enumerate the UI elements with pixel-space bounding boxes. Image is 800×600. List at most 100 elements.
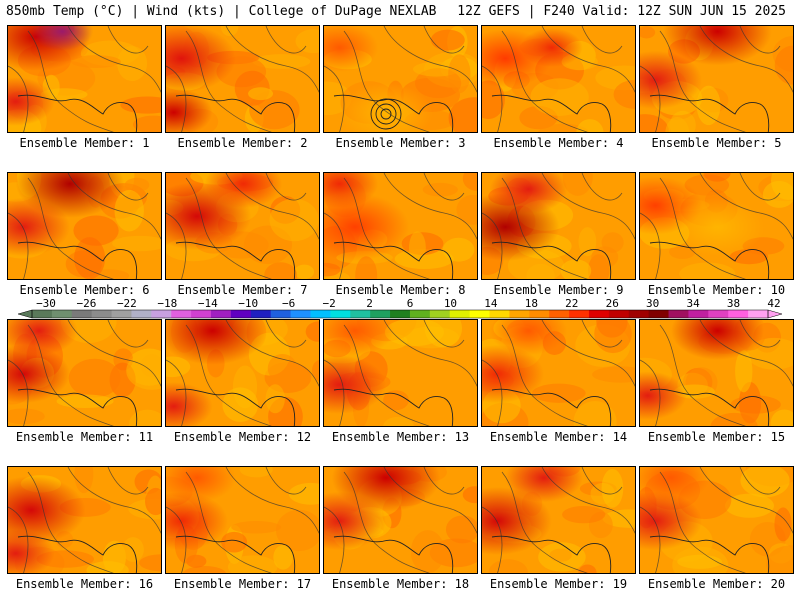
height-contour [324,359,345,426]
coastline [175,241,296,279]
coastline [649,535,770,573]
temperature-blotch [267,353,298,383]
height-contour [482,359,503,426]
ensemble-member-map [7,319,162,427]
temperature-blotch [738,382,762,424]
colorbar-tick-label: −14 [198,297,218,310]
warm-anomaly [520,28,583,68]
warm-anomaly [8,529,55,573]
temperature-blotch [221,531,248,553]
ensemble-member-caption: Ensemble Member: 7 [177,283,308,297]
temperature-blotch [677,554,723,569]
ensemble-member-map [165,25,320,133]
warm-anomaly [204,173,283,209]
colorbar-tick-label: 2 [366,297,373,310]
temperature-blotch [324,262,341,277]
colorbar-segment [549,310,570,318]
colorbar-segment [330,310,351,318]
temperature-blotch [410,530,445,573]
height-contour [185,471,272,573]
colorbar-segment [91,310,113,318]
coastline [17,94,138,132]
height-contour [423,467,465,495]
colorbar-segment [230,310,252,318]
ensemble-member-caption: Ensemble Member: 3 [335,136,466,150]
warm-anomaly [166,491,228,551]
height-contour [225,320,319,387]
colorbar-max-arrow [767,309,783,319]
height-contour [185,177,272,279]
coastline [17,535,138,573]
height-contour [699,467,793,534]
warm-anomaly [324,355,386,414]
colorbar-tick-label: 34 [686,297,700,310]
colorbar-tick-label: −18 [157,297,177,310]
temperature-blotch [462,486,477,504]
colorbar-segment [708,310,729,318]
coastline [17,241,138,279]
height-contour [541,467,635,534]
ensemble-member-caption: Ensemble Member: 19 [489,577,628,591]
low-pressure-contour [370,98,402,130]
colorbar-segment [409,310,431,318]
height-contour [107,320,149,348]
ensemble-member-map [323,466,478,574]
height-contour [383,320,477,387]
colorbar-segment [51,310,73,318]
colorbar-segment [290,310,311,318]
ensemble-member-caption: Ensemble Member: 12 [173,430,312,444]
temperature-blotch [265,384,285,414]
colorbar-min-arrow [17,309,33,319]
height-contour [501,324,588,426]
temperature-blotch [562,505,606,524]
colorbar-segment [270,310,292,318]
height-contour [739,173,781,201]
colorbar-segment [509,310,530,318]
temperature-blotch [462,173,477,192]
height-contour [640,506,661,573]
height-contour [423,173,465,201]
warm-anomaly [640,491,702,551]
ensemble-member-map [323,172,478,280]
height-contour [27,471,114,573]
temperature-blotch [448,54,471,94]
warm-anomaly [640,50,702,110]
ensemble-member-map [481,172,636,280]
temperature-blotch [305,321,319,342]
height-contour [107,26,149,54]
temperature-blotch [573,401,617,426]
height-contour [343,30,430,132]
height-contour [541,320,635,387]
colorbar-tick-label: 22 [565,297,578,310]
ensemble-member-map [7,172,162,280]
coastline [333,388,454,426]
ensemble-member-map [7,25,162,133]
height-contour [640,359,661,426]
height-contour [383,26,477,93]
warm-anomaly [166,382,213,426]
height-contour [581,173,623,201]
ensemble-member-caption: Ensemble Member: 17 [173,577,312,591]
colorbar-segment [748,310,769,318]
height-contour [185,30,272,132]
height-contour [581,467,623,495]
temperature-blotch [70,55,121,69]
height-contour [482,506,503,573]
height-contour [423,26,465,54]
temperature-blotch [578,227,597,257]
height-contour [27,30,114,132]
height-contour [343,324,430,426]
temperature-blotch [273,545,293,570]
ensemble-member-map [323,25,478,133]
temperature-blotch [640,114,669,132]
height-contour [383,173,477,240]
ensemble-member-map [7,466,162,574]
ensemble-member-caption: Ensemble Member: 15 [647,430,786,444]
warm-anomaly [482,486,552,556]
warm-anomaly [324,26,379,72]
height-contour [343,177,430,279]
temperature-blotch [126,351,161,390]
temperature-blotch [139,554,161,572]
colorbar-segment [588,310,610,318]
temperature-blotch [220,26,239,37]
